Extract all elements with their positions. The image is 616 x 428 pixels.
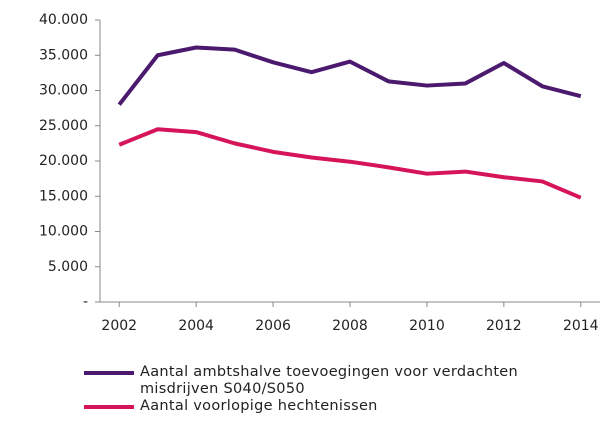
- y-tick-label: 5.000: [48, 259, 88, 275]
- x-tick-label: 2004: [178, 318, 214, 334]
- line-series: [118, 127, 582, 200]
- y-tick-label: 35.000: [39, 47, 88, 63]
- x-tick-label: 2014: [563, 318, 599, 334]
- y-tick-label: -: [83, 294, 88, 310]
- y-tick-label: 15.000: [39, 188, 88, 204]
- legend-label: Aantal voorlopige hechtenissen: [140, 398, 378, 414]
- x-tick-label: 2012: [486, 318, 522, 334]
- x-tick-label: 2008: [332, 318, 368, 334]
- y-tick-label: 40.000: [39, 12, 88, 28]
- y-tick-label: 30.000: [39, 83, 88, 99]
- legend-label: Aantal ambtshalve toevoegingen voor verd…: [140, 364, 519, 397]
- y-tick-label: 20.000: [39, 153, 88, 169]
- x-tick-label: 2006: [255, 318, 291, 334]
- y-tick-label: 10.000: [39, 224, 88, 240]
- y-tick-label: 25.000: [39, 118, 88, 134]
- x-tick-label: 2002: [101, 318, 137, 334]
- x-tick-label: 2010: [409, 318, 445, 334]
- line-series: [117, 45, 582, 106]
